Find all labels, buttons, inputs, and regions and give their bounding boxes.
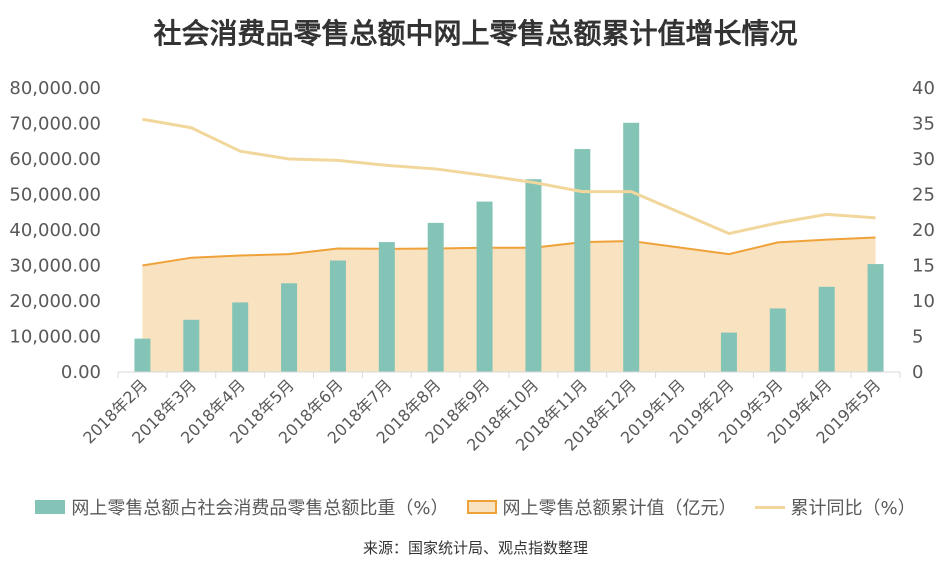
legend-item-cumulative[interactable]: 网上零售总额累计值（亿元） [466,494,737,520]
bar-share [818,286,835,372]
bar-share [867,264,884,372]
y-left-tick-label: 60,000.00 [9,149,101,170]
y-right-tick-label: 40 [912,78,935,99]
bar-share [525,179,542,372]
legend: 网上零售总额占社会消费品零售总额比重（%） 网上零售总额累计值（亿元） 累计同比… [0,494,951,520]
y-right-tick-label: 30 [912,149,935,170]
area-fill-cumulative [142,237,876,372]
legend-swatch-bar [35,500,66,514]
y-left-tick-label: 50,000.00 [9,185,101,206]
bar-share [720,332,737,372]
bar-share [574,149,591,372]
y-left-tick-label: 30,000.00 [9,256,101,277]
legend-label-share: 网上零售总额占社会消费品零售总额比重（%） [71,498,449,519]
y-right-tick-label: 0 [912,362,923,383]
y-right-tick-label: 15 [912,256,935,277]
source-note: 来源：国家统计局、观点指数整理 [362,539,588,557]
legend-swatch-line [754,505,785,509]
y-left-tick-label: 70,000.00 [9,114,101,135]
legend-item-yoy[interactable]: 累计同比（%） [754,494,916,520]
bar-share [183,319,200,372]
bar-share [427,222,444,372]
y-left-tick-label: 20,000.00 [9,291,101,312]
line-yoy [142,117,876,236]
y-right-tick-label: 35 [912,114,935,135]
legend-item-share[interactable]: 网上零售总额占社会消费品零售总额比重（%） [35,494,449,520]
bar-share [769,308,786,372]
y-right-tick-label: 5 [912,327,923,348]
y-left-tick-label: 40,000.00 [9,220,101,241]
bar-share [134,338,151,372]
bar-share [232,302,249,372]
y-right-tick-label: 25 [912,185,935,206]
bar-share [378,242,395,372]
legend-swatch-area [466,500,497,514]
y-left-tick-label: 0.00 [61,362,101,383]
bar-share [476,201,493,372]
chart-title: 社会消费品零售总额中网上零售总额累计值增长情况 [153,17,798,50]
bar-share [329,260,346,372]
y-left-tick-label: 80,000.00 [9,78,101,99]
bar-share [281,283,298,372]
legend-label-yoy: 累计同比（%） [790,498,916,519]
bar-share [623,122,640,372]
y-right-tick-label: 20 [912,220,935,241]
y-right-tick-label: 10 [912,291,935,312]
legend-label-cumulative: 网上零售总额累计值（亿元） [502,498,737,519]
y-left-tick-label: 10,000.00 [9,327,101,348]
